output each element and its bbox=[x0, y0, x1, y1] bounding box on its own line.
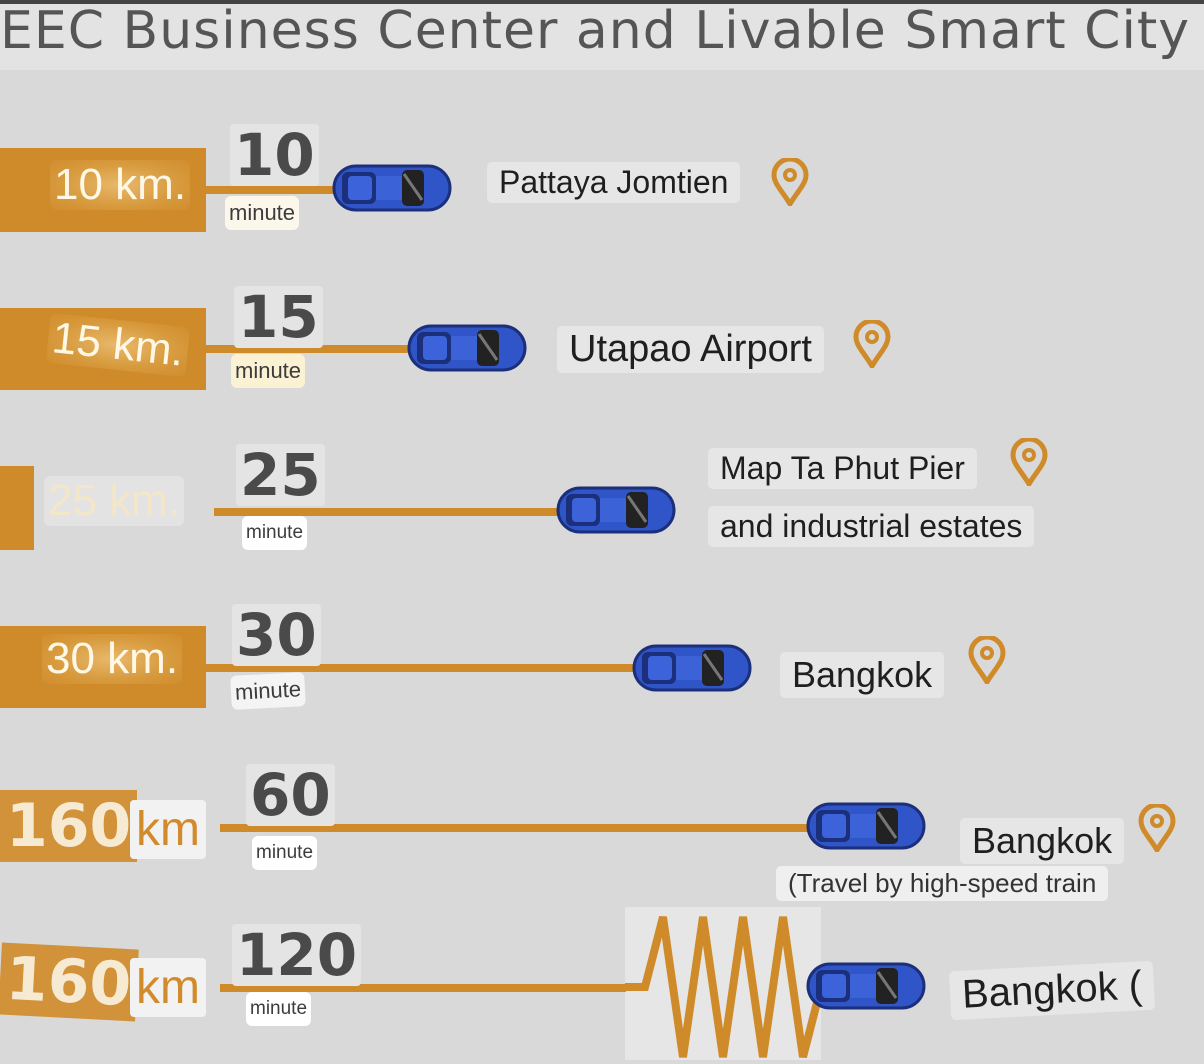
map-pin-icon bbox=[968, 636, 1006, 684]
time-value: 10 bbox=[230, 124, 319, 186]
time-unit: minute bbox=[230, 672, 306, 710]
page-title: EEC Business Center and Livable Smart Ci… bbox=[0, 4, 1204, 70]
zigzag-icon bbox=[625, 916, 825, 1058]
distance-unit: km bbox=[130, 800, 206, 859]
distance-label: 25 km. bbox=[44, 476, 185, 526]
route-line bbox=[200, 345, 420, 353]
car-icon bbox=[806, 962, 926, 1010]
distance-unit: km bbox=[130, 958, 206, 1017]
distance-number: 160 bbox=[0, 942, 140, 1022]
distance-label: 10 km. bbox=[50, 160, 191, 210]
time-unit: minute bbox=[246, 992, 312, 1026]
car-icon bbox=[632, 644, 752, 692]
car-icon bbox=[806, 802, 926, 850]
destination-label: Bangkok ( bbox=[948, 960, 1156, 1021]
time-value: 120 bbox=[232, 924, 362, 986]
distance-number: 160 bbox=[0, 790, 138, 862]
map-pin-icon bbox=[853, 320, 891, 368]
time-value: 30 bbox=[232, 604, 321, 666]
time-value: 60 bbox=[246, 764, 335, 826]
destination-label-line1: Map Ta Phut Pier bbox=[708, 448, 977, 489]
distance-bar bbox=[0, 466, 34, 550]
time-unit: minute bbox=[225, 196, 300, 230]
route-line bbox=[220, 824, 820, 832]
destination-label: Pattaya Jomtien bbox=[487, 162, 741, 203]
destination-label: Utapao Airport bbox=[557, 326, 824, 373]
destination-label: Bangkok bbox=[960, 818, 1125, 864]
distance-label: 30 km. bbox=[42, 634, 183, 684]
destination-label: Bangkok bbox=[780, 652, 945, 698]
route-line bbox=[200, 664, 640, 672]
route-line bbox=[220, 984, 626, 992]
time-value: 25 bbox=[236, 444, 325, 506]
route-line bbox=[214, 508, 564, 516]
time-unit: minute bbox=[252, 836, 318, 870]
map-pin-icon bbox=[1138, 804, 1176, 852]
top-border bbox=[0, 0, 1204, 4]
time-value: 15 bbox=[234, 286, 323, 348]
time-unit: minute bbox=[242, 516, 308, 550]
car-icon bbox=[332, 164, 452, 212]
time-unit: minute bbox=[231, 354, 306, 388]
zigzag-panel bbox=[625, 907, 825, 1060]
destination-note: (Travel by high-speed train bbox=[776, 866, 1109, 901]
car-icon bbox=[407, 324, 527, 372]
map-pin-icon bbox=[1010, 438, 1048, 486]
car-icon bbox=[556, 486, 676, 534]
destination-label-line2: and industrial estates bbox=[708, 506, 1035, 547]
map-pin-icon bbox=[771, 158, 809, 206]
route-line bbox=[200, 186, 350, 194]
